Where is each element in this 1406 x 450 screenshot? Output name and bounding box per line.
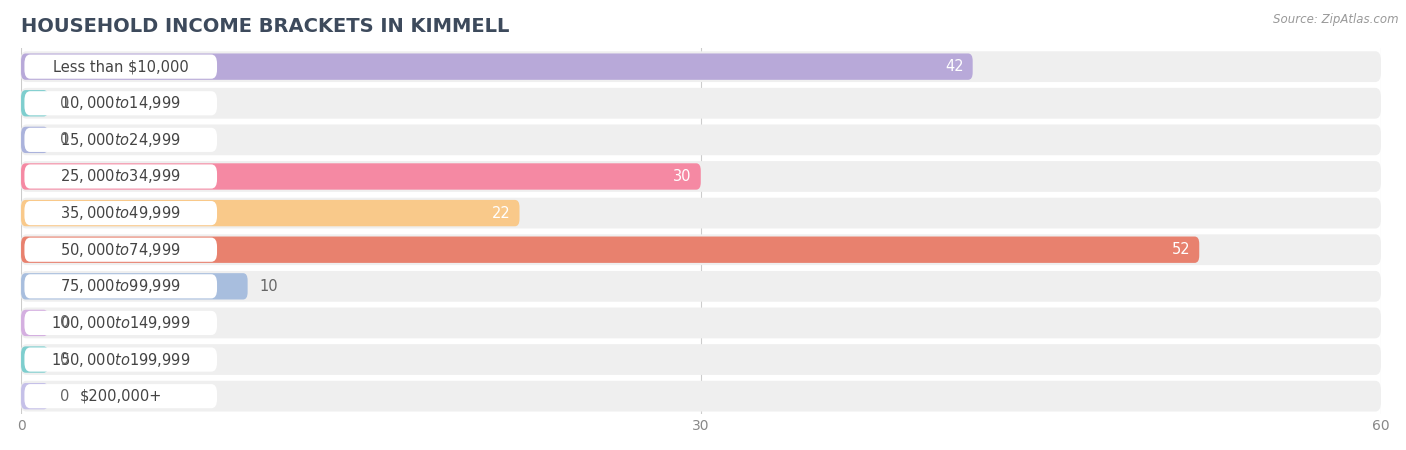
FancyBboxPatch shape xyxy=(21,234,1381,265)
Text: HOUSEHOLD INCOME BRACKETS IN KIMMELL: HOUSEHOLD INCOME BRACKETS IN KIMMELL xyxy=(21,17,509,36)
FancyBboxPatch shape xyxy=(24,201,217,225)
Text: 22: 22 xyxy=(492,206,510,220)
FancyBboxPatch shape xyxy=(24,238,217,262)
Text: $35,000 to $49,999: $35,000 to $49,999 xyxy=(60,204,181,222)
FancyBboxPatch shape xyxy=(21,381,1381,412)
Text: 0: 0 xyxy=(59,389,69,404)
FancyBboxPatch shape xyxy=(21,51,1381,82)
FancyBboxPatch shape xyxy=(24,384,217,408)
FancyBboxPatch shape xyxy=(24,347,217,372)
FancyBboxPatch shape xyxy=(21,88,1381,119)
Text: 0: 0 xyxy=(59,96,69,111)
FancyBboxPatch shape xyxy=(24,164,217,189)
Text: $100,000 to $149,999: $100,000 to $149,999 xyxy=(51,314,190,332)
FancyBboxPatch shape xyxy=(24,274,217,298)
Text: $15,000 to $24,999: $15,000 to $24,999 xyxy=(60,131,181,149)
FancyBboxPatch shape xyxy=(21,273,247,300)
FancyBboxPatch shape xyxy=(21,127,48,153)
Text: $150,000 to $199,999: $150,000 to $199,999 xyxy=(51,351,190,369)
Text: 42: 42 xyxy=(945,59,963,74)
FancyBboxPatch shape xyxy=(24,91,217,115)
FancyBboxPatch shape xyxy=(21,163,700,189)
FancyBboxPatch shape xyxy=(21,125,1381,155)
Text: 0: 0 xyxy=(59,132,69,147)
FancyBboxPatch shape xyxy=(24,311,217,335)
Text: $50,000 to $74,999: $50,000 to $74,999 xyxy=(60,241,181,259)
FancyBboxPatch shape xyxy=(21,346,48,373)
Text: 0: 0 xyxy=(59,352,69,367)
FancyBboxPatch shape xyxy=(21,198,1381,229)
FancyBboxPatch shape xyxy=(21,307,1381,338)
Text: 10: 10 xyxy=(259,279,277,294)
FancyBboxPatch shape xyxy=(21,310,48,336)
Text: 30: 30 xyxy=(673,169,692,184)
Text: 0: 0 xyxy=(59,315,69,330)
Text: Less than $10,000: Less than $10,000 xyxy=(53,59,188,74)
FancyBboxPatch shape xyxy=(21,90,48,117)
FancyBboxPatch shape xyxy=(24,128,217,152)
Text: $10,000 to $14,999: $10,000 to $14,999 xyxy=(60,94,181,112)
FancyBboxPatch shape xyxy=(21,344,1381,375)
Text: $25,000 to $34,999: $25,000 to $34,999 xyxy=(60,167,181,185)
Text: $200,000+: $200,000+ xyxy=(80,389,162,404)
Text: Source: ZipAtlas.com: Source: ZipAtlas.com xyxy=(1274,14,1399,27)
FancyBboxPatch shape xyxy=(21,54,973,80)
FancyBboxPatch shape xyxy=(21,271,1381,302)
Text: $75,000 to $99,999: $75,000 to $99,999 xyxy=(60,277,181,295)
FancyBboxPatch shape xyxy=(24,54,217,79)
FancyBboxPatch shape xyxy=(21,200,520,226)
FancyBboxPatch shape xyxy=(21,161,1381,192)
Text: 52: 52 xyxy=(1171,242,1191,257)
FancyBboxPatch shape xyxy=(21,383,48,410)
FancyBboxPatch shape xyxy=(21,237,1199,263)
